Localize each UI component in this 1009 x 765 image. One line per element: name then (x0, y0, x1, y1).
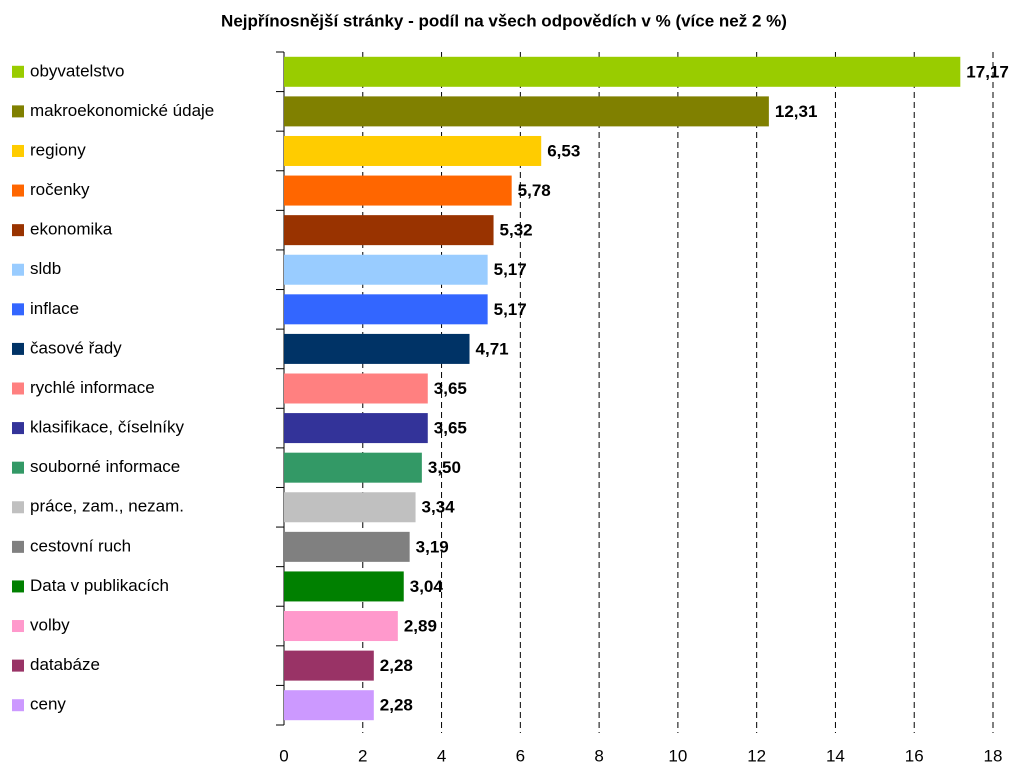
bar (284, 452, 422, 483)
value-label: 3,65 (434, 379, 467, 398)
legend-swatch (12, 65, 24, 78)
category-label: makroekonomické údaje (30, 101, 214, 120)
value-label: 6,53 (547, 141, 580, 160)
bar (284, 175, 512, 206)
bar (284, 56, 961, 87)
legend-swatch (12, 224, 24, 237)
bar (284, 373, 428, 404)
bar (284, 413, 428, 444)
x-tick-label: 12 (747, 746, 766, 765)
legend-swatch (12, 699, 24, 712)
x-tick-label: 4 (437, 746, 446, 765)
legend-swatch (12, 303, 24, 316)
category-label: rychlé informace (30, 378, 155, 397)
category-label: databáze (30, 655, 100, 674)
bar (284, 611, 398, 642)
x-tick-label: 14 (826, 746, 845, 765)
bar (284, 492, 416, 523)
category-label: sldb (30, 259, 61, 278)
x-tick-label: 6 (516, 746, 525, 765)
bar (284, 333, 470, 364)
category-label: Data v publikacích (30, 576, 169, 595)
legend-swatch (12, 263, 24, 276)
legend-swatch (12, 184, 24, 197)
bar (284, 294, 488, 325)
legend-swatch (12, 461, 24, 474)
category-label: ceny (30, 695, 66, 714)
category-label: inflace (30, 299, 79, 318)
x-tick-label: 8 (594, 746, 603, 765)
legend-swatch (12, 144, 24, 157)
x-tick-label: 0 (279, 746, 288, 765)
value-label: 2,28 (380, 696, 413, 715)
value-label: 12,31 (775, 102, 818, 121)
legend-swatch (12, 659, 24, 672)
bar (284, 135, 542, 166)
bar (284, 571, 404, 602)
x-tick-label: 18 (984, 746, 1003, 765)
value-label: 3,04 (410, 577, 444, 596)
category-label: časové řady (30, 338, 122, 357)
value-label: 4,71 (476, 339, 509, 358)
value-label: 3,34 (422, 498, 456, 517)
bar (284, 690, 374, 721)
category-label: práce, zam., nezam. (30, 497, 184, 516)
category-label: souborné informace (30, 457, 180, 476)
legend-swatch (12, 501, 24, 514)
value-label: 5,78 (518, 181, 551, 200)
value-label: 2,28 (380, 656, 413, 675)
value-label: 2,89 (404, 617, 437, 636)
bar (284, 254, 488, 285)
chart-title: Nejpřínosnější stránky - podíl na všech … (221, 11, 787, 30)
legend-swatch (12, 342, 24, 355)
x-tick-label: 16 (905, 746, 924, 765)
legend-swatch (12, 540, 24, 553)
category-label: obyvatelstvo (30, 61, 125, 80)
value-label: 5,32 (500, 221, 533, 240)
bar (284, 531, 410, 562)
bar (284, 215, 494, 246)
x-tick-label: 10 (668, 746, 687, 765)
category-label: klasifikace, číselníky (30, 418, 184, 437)
category-label: ročenky (30, 180, 90, 199)
legend-swatch (12, 105, 24, 118)
x-tick-label: 2 (358, 746, 367, 765)
value-label: 5,17 (494, 260, 527, 279)
value-label: 17,17 (966, 62, 1009, 81)
category-label: regiony (30, 140, 86, 159)
legend-swatch (12, 620, 24, 633)
category-label: cestovní ruch (30, 536, 131, 555)
value-label: 5,17 (494, 300, 527, 319)
bar (284, 96, 769, 127)
value-label: 3,19 (416, 537, 449, 556)
legend-swatch (12, 382, 24, 395)
category-label: ekonomika (30, 220, 113, 239)
value-label: 3,50 (428, 458, 461, 477)
category-label: volby (30, 616, 70, 635)
bar (284, 650, 374, 681)
legend-swatch (12, 422, 24, 435)
value-label: 3,65 (434, 419, 467, 438)
legend-swatch (12, 580, 24, 593)
